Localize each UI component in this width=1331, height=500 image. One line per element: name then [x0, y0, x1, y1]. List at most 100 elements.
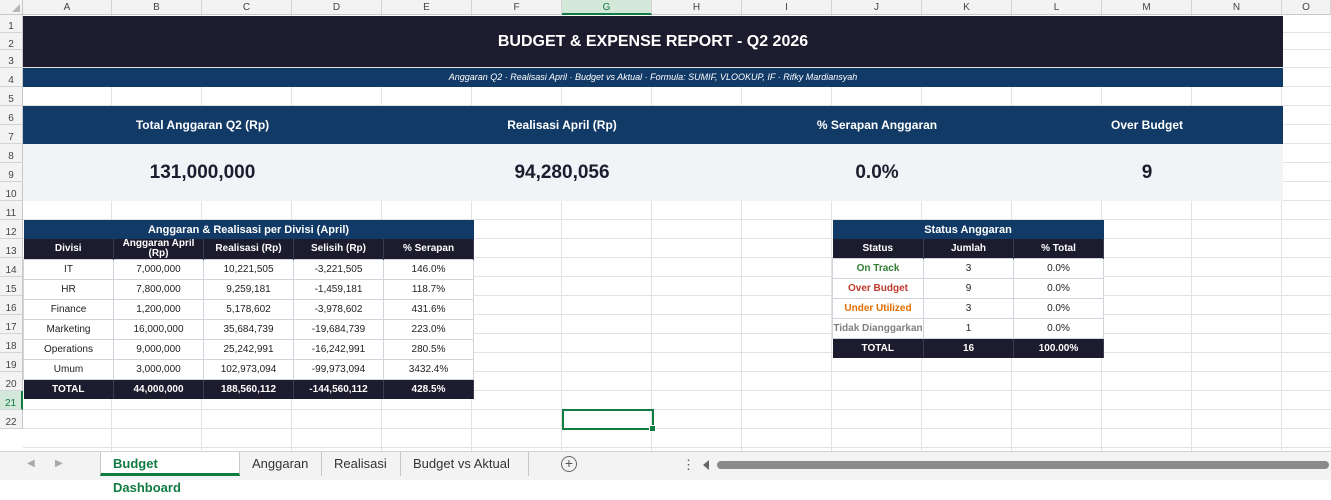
division-header-cell: Realisasi (Rp) — [203, 239, 294, 260]
division-cell: -99,973,094 — [293, 359, 384, 380]
column-header-K[interactable]: K — [922, 0, 1012, 15]
row-header-20[interactable]: 20 — [0, 372, 23, 391]
division-cell: 5,178,602 — [203, 299, 294, 320]
column-header-F[interactable]: F — [472, 0, 562, 15]
column-header-G[interactable]: G — [562, 0, 652, 15]
division-cell: 7,000,000 — [113, 259, 204, 280]
column-header-N[interactable]: N — [1192, 0, 1282, 15]
division-row: Finance 1,200,000 5,178,602 -3,978,602 431.6… — [23, 299, 475, 320]
row-header-4[interactable]: 4 — [0, 68, 23, 87]
division-cell: 146.0% — [382, 259, 475, 280]
division-cell: Operations — [23, 339, 114, 360]
row-header-11[interactable]: 11 — [0, 201, 23, 220]
division-total-cell: 428.5% — [383, 379, 475, 399]
kpi-value-band: 131,000,000 94,280,056 0.0% 9 — [23, 144, 1283, 201]
division-cell: -19,684,739 — [293, 319, 384, 340]
status-cell: 3 — [923, 258, 1014, 279]
prev-sheet-arrow-icon[interactable]: ◀ — [27, 458, 35, 469]
gridline-h — [23, 238, 1331, 239]
division-row: Marketing 16,000,000 35,684,739 -19,684,739… — [23, 319, 475, 340]
kpi-label-over-budget: Over Budget — [1110, 118, 1183, 132]
row-header-13[interactable]: 13 — [0, 239, 23, 258]
division-cell: Marketing — [23, 319, 114, 340]
row-header-2[interactable]: 2 — [0, 33, 23, 50]
division-cell: -3,221,505 — [293, 259, 384, 280]
division-cell: -1,459,181 — [293, 279, 384, 300]
status-total-cell: TOTAL — [832, 338, 924, 358]
row-header-16[interactable]: 16 — [0, 296, 23, 315]
status-table-caption: Status Anggaran — [832, 220, 1104, 239]
row-header-8[interactable]: 8 — [0, 144, 23, 163]
row-header-10[interactable]: 10 — [0, 182, 23, 201]
gridline-h — [23, 428, 1331, 429]
tab-budget-vs-aktual[interactable]: Budget vs Aktual — [401, 452, 529, 476]
gridline-v — [561, 15, 562, 451]
division-cell: HR — [23, 279, 114, 300]
column-header-C[interactable]: C — [202, 0, 292, 15]
division-cell: 3432.4% — [382, 359, 475, 380]
column-header-J[interactable]: J — [832, 0, 922, 15]
division-total-cell: -144,560,112 — [293, 379, 384, 399]
column-header-H[interactable]: H — [652, 0, 742, 15]
column-header-D[interactable]: D — [292, 0, 382, 15]
division-header-cell: Anggaran April (Rp) — [113, 239, 204, 260]
row-header-19[interactable]: 19 — [0, 353, 23, 372]
tab-budget-dashboard[interactable]: Budget Dashboard — [100, 452, 240, 495]
row-header-18[interactable]: 18 — [0, 334, 23, 353]
column-header-E[interactable]: E — [382, 0, 472, 15]
status-cell: 1 — [923, 318, 1014, 339]
row-header-3[interactable]: 3 — [0, 50, 23, 68]
division-row: Umum 3,000,000 102,973,094 -99,973,094 3432.… — [23, 359, 475, 380]
status-row: Tidak Dianggarkan 1 0.0% — [832, 318, 1104, 339]
division-cell: -16,242,991 — [293, 339, 384, 360]
column-header-B[interactable]: B — [112, 0, 202, 15]
status-cell: Under Utilized — [832, 298, 924, 319]
active-cell-G21[interactable] — [562, 409, 656, 432]
kpi-value-over-budget: 9 — [1141, 162, 1153, 183]
status-total-cell: 100.00% — [1013, 338, 1104, 358]
division-table-caption: Anggaran & Realisasi per Divisi (April) — [23, 220, 474, 239]
status-cell: 0.0% — [1013, 318, 1104, 339]
row-header-1[interactable]: 1 — [0, 15, 23, 33]
tab-realisasi[interactable]: Realisasi — [322, 452, 401, 476]
row-header-15[interactable]: 15 — [0, 277, 23, 296]
row-header-5[interactable]: 5 — [0, 87, 23, 106]
gridline-h — [23, 390, 1331, 391]
select-all-corner[interactable] — [0, 0, 23, 15]
row-header-12[interactable]: 12 — [0, 220, 23, 239]
division-cell: 35,684,739 — [203, 319, 294, 340]
column-header-M[interactable]: M — [1102, 0, 1192, 15]
kpi-value-absorption: 0.0% — [855, 162, 899, 183]
division-cell: 431.6% — [382, 299, 475, 320]
row-header-17[interactable]: 17 — [0, 315, 23, 334]
report-title: BUDGET & EXPENSE REPORT - Q2 2026 — [23, 16, 1283, 67]
kpi-label-total-budget: Total Anggaran Q2 (Rp) — [135, 118, 270, 132]
row-header-14[interactable]: 14 — [0, 258, 23, 277]
division-cell: 25,242,991 — [203, 339, 294, 360]
add-sheet-icon[interactable]: + — [561, 456, 577, 472]
tab-anggaran[interactable]: Anggaran — [240, 452, 322, 476]
more-options-icon[interactable]: ⋮ — [682, 457, 695, 472]
division-row: Operations 9,000,000 25,242,991 -16,242,991… — [23, 339, 475, 360]
status-header-cell: Status — [832, 239, 924, 259]
column-header-O[interactable]: O — [1282, 0, 1331, 15]
column-header-A[interactable]: A — [23, 0, 112, 15]
scrollbar-thumb[interactable] — [717, 461, 1329, 469]
scroll-left-icon[interactable] — [703, 460, 709, 470]
row-header-9[interactable]: 9 — [0, 163, 23, 182]
column-header-I[interactable]: I — [742, 0, 832, 15]
status-table: Status Anggaran Status Jumlah% Total On T… — [832, 220, 1104, 358]
column-header-L[interactable]: L — [1012, 0, 1102, 15]
division-cell: -3,978,602 — [293, 299, 384, 320]
horizontal-scrollbar[interactable] — [703, 460, 1331, 471]
division-header-cell: Divisi — [23, 239, 114, 260]
next-sheet-arrow-icon[interactable]: ▶ — [55, 458, 63, 469]
row-header-22[interactable]: 22 — [0, 410, 23, 429]
division-total-cell: 44,000,000 — [113, 379, 204, 399]
kpi-header-band: Total Anggaran Q2 (Rp) Realisasi April (… — [23, 106, 1283, 144]
row-header-7[interactable]: 7 — [0, 125, 23, 144]
division-total-cell: TOTAL — [23, 379, 114, 399]
row-header-6[interactable]: 6 — [0, 106, 23, 125]
row-header-21[interactable]: 21 — [0, 391, 23, 410]
